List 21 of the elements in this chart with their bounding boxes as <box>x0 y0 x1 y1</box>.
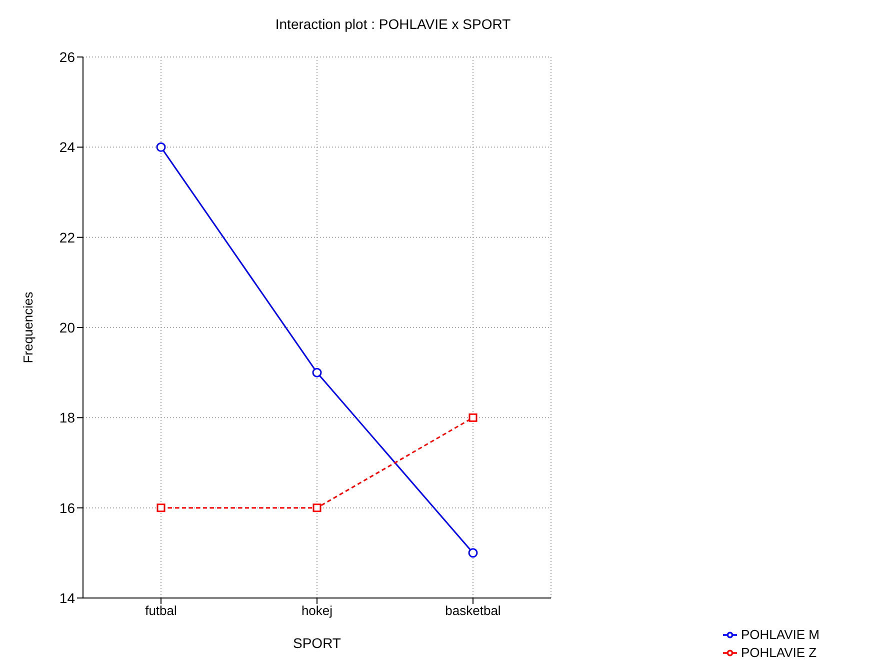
point <box>156 142 166 152</box>
y-tick-label: 26 <box>59 48 76 65</box>
y-tick-label: 20 <box>59 319 76 336</box>
point <box>468 548 478 558</box>
point <box>312 504 322 512</box>
chart-title: Interaction plot : POHLAVIE x SPORT <box>274 16 512 32</box>
x-tick-label: hokej <box>301 603 333 618</box>
y-tick-label: 22 <box>59 229 76 246</box>
x-axis-title: SPORT <box>293 635 342 651</box>
x-tick-label: basketbal <box>445 603 501 618</box>
y-tick-label: 14 <box>59 590 76 606</box>
point <box>468 413 478 422</box>
x-tick-label: futbal <box>145 603 178 618</box>
legend-label: POHLAVIE Z <box>741 645 817 660</box>
y-axis-title: Frequencies <box>20 291 36 364</box>
y-tick-label: 18 <box>59 410 76 426</box>
legend-label: POHLAVIE M <box>741 627 820 642</box>
y-tick-label: 24 <box>59 139 76 156</box>
y-tick-label: 16 <box>59 500 76 516</box>
point <box>156 504 166 512</box>
point <box>312 368 322 378</box>
